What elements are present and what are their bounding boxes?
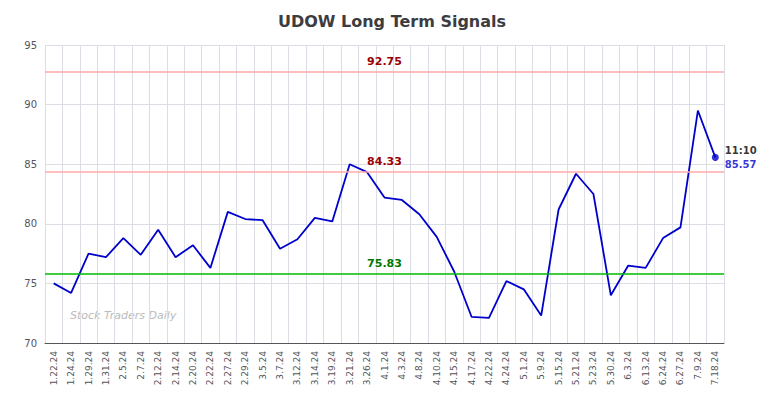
svg-text:4.10.24: 4.10.24 [432,351,442,386]
svg-text:2.29.24: 2.29.24 [240,351,250,386]
svg-text:2.27.24: 2.27.24 [223,351,233,386]
svg-text:6.13.24: 6.13.24 [641,351,651,386]
svg-text:5.15.24: 5.15.24 [554,351,564,386]
svg-text:90: 90 [24,99,37,110]
svg-text:UDOW Long Term Signals: UDOW Long Term Signals [278,12,506,31]
svg-text:5.30.24: 5.30.24 [606,351,616,386]
svg-text:4.1.24: 4.1.24 [380,351,390,380]
svg-text:5.9.24: 5.9.24 [536,351,546,380]
svg-text:3.21.24: 3.21.24 [345,351,355,386]
svg-text:1.29.24: 1.29.24 [84,351,94,386]
svg-text:2.22.24: 2.22.24 [205,351,215,386]
svg-text:2.7.24: 2.7.24 [136,351,146,380]
svg-text:4.8.24: 4.8.24 [414,351,424,380]
svg-text:6.27.24: 6.27.24 [675,351,685,386]
svg-text:7.9.24: 7.9.24 [693,351,703,380]
svg-text:3.5.24: 3.5.24 [258,351,268,380]
svg-text:85: 85 [24,159,37,170]
svg-text:3.12.24: 3.12.24 [292,351,302,386]
svg-text:6.24.24: 6.24.24 [658,351,668,386]
svg-text:3.14.24: 3.14.24 [310,351,320,386]
svg-text:84.33: 84.33 [367,155,402,168]
svg-text:2.5.24: 2.5.24 [118,351,128,380]
svg-text:3.7.24: 3.7.24 [275,351,285,380]
svg-text:1.22.24: 1.22.24 [49,351,59,386]
svg-text:70: 70 [24,338,37,349]
svg-text:3.26.24: 3.26.24 [362,351,372,386]
svg-text:95: 95 [24,40,37,51]
svg-text:Stock Traders Daily: Stock Traders Daily [70,309,177,322]
svg-text:3.19.24: 3.19.24 [327,351,337,386]
svg-text:7.18.24: 7.18.24 [710,351,720,386]
svg-text:1.31.24: 1.31.24 [101,351,111,386]
svg-text:6.3.24: 6.3.24 [623,351,633,380]
svg-text:1.24.24: 1.24.24 [66,351,76,386]
svg-text:4.17.24: 4.17.24 [467,351,477,386]
svg-text:2.14.24: 2.14.24 [171,351,181,386]
svg-text:2.12.24: 2.12.24 [153,351,163,386]
svg-text:4.3.24: 4.3.24 [397,351,407,380]
svg-text:5.23.24: 5.23.24 [588,351,598,386]
svg-text:80: 80 [24,218,37,229]
svg-text:4.24.24: 4.24.24 [501,351,511,386]
svg-text:75: 75 [24,278,37,289]
svg-text:5.1.24: 5.1.24 [519,351,529,380]
svg-text:75.83: 75.83 [367,257,402,270]
svg-text:4.22.24: 4.22.24 [484,351,494,386]
svg-text:5.21.24: 5.21.24 [571,351,581,386]
svg-text:2.20.24: 2.20.24 [188,351,198,386]
svg-text:11:10: 11:10 [725,145,757,156]
svg-text:92.75: 92.75 [367,55,402,68]
svg-text:4.15.24: 4.15.24 [449,351,459,386]
svg-text:85.57: 85.57 [725,159,757,170]
